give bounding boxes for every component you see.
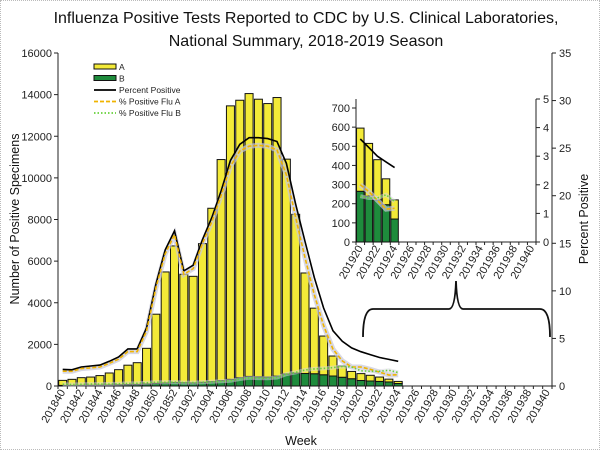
main-plot: 0200040006000800010000120001400016000051… — [21, 48, 571, 425]
main-y2-tick-label: 25 — [559, 143, 571, 155]
inset-y-tick-label: 100 — [332, 218, 350, 230]
main-y-tick-label: 16000 — [21, 48, 52, 60]
brace-annotation — [362, 280, 551, 338]
inset-bar-a — [381, 178, 391, 206]
main-bar-a — [393, 380, 403, 385]
main-y2-tick-label: 10 — [559, 286, 571, 298]
main-bar-a — [384, 378, 394, 383]
legend-label: B — [119, 74, 125, 84]
main-y-tick-label: 0 — [46, 381, 52, 393]
inset-bar-a — [356, 127, 365, 192]
main-bar-a — [319, 335, 329, 376]
main-bar-a — [375, 376, 385, 382]
main-line-pct-flu-a — [62, 144, 399, 376]
main-bar-a — [225, 105, 235, 380]
legend-label: A — [119, 62, 125, 72]
main-bar-a — [253, 98, 263, 378]
main-bar-a — [356, 373, 366, 381]
main-bar-a — [142, 347, 152, 385]
main-y2-tick-label: 20 — [559, 191, 571, 203]
legend-label: % Positive Flu B — [119, 108, 181, 118]
main-bar-a — [188, 275, 198, 384]
main-bar-b — [319, 374, 329, 387]
main-bar-a — [347, 370, 357, 380]
inset-y2-tick-label: 0 — [543, 237, 549, 249]
y-axis-label: Number of Positive Specimens — [8, 134, 22, 305]
main-bar-b — [347, 378, 357, 387]
inset-y2-tick-label: 5 — [543, 94, 549, 106]
main-y2-tick-label: 30 — [559, 96, 571, 108]
legend-swatch-0 — [93, 63, 117, 70]
main-bar-b — [291, 372, 301, 387]
main-bar-b — [375, 380, 385, 387]
inset-y-tick-label: 300 — [332, 180, 350, 192]
main-bar-a — [272, 97, 282, 377]
main-bar-b — [384, 381, 394, 387]
main-bar-b — [365, 380, 375, 387]
chart-title-line-1: Influenza Positive Tests Reported to CDC… — [54, 10, 559, 27]
inset-y-tick-label: 700 — [332, 103, 350, 115]
main-bar-a — [160, 271, 170, 384]
inset-line-pct-flu-a — [359, 184, 395, 210]
main-bar-a — [179, 273, 189, 384]
main-y-tick-label: 8000 — [28, 215, 52, 227]
main-y-tick-label: 6000 — [28, 256, 52, 268]
main-bar-a — [132, 362, 142, 385]
main-line-pct-flu-b — [62, 365, 399, 386]
main-y-tick-label: 4000 — [28, 298, 52, 310]
inset-bar-b — [356, 190, 365, 243]
legend-label: Percent Positive — [119, 85, 181, 95]
inset-y-tick-label: 500 — [332, 141, 350, 153]
inset-y2-tick-label: 1 — [543, 208, 549, 220]
legend-swatch-1 — [93, 75, 117, 81]
main-y2-tick-label: 35 — [559, 48, 571, 60]
main-y-tick-label: 12000 — [21, 131, 52, 143]
main-bar-a — [151, 313, 161, 384]
main-y2-tick-label: 0 — [559, 381, 565, 393]
main-bar-a — [300, 272, 310, 375]
inset-plot: 0100200300400500600700012345201920201922… — [332, 94, 549, 281]
inset-flu-b-interval-band — [359, 192, 396, 203]
main-bar-a — [197, 243, 207, 383]
main-bar-b — [356, 379, 366, 387]
inset-y-tick-label: 0 — [344, 237, 350, 249]
inset-y-tick-label: 400 — [332, 160, 350, 172]
main-y2-tick-label: 5 — [559, 333, 565, 345]
inset-y2-tick-label: 3 — [543, 151, 549, 163]
main-bar-a — [244, 93, 254, 377]
main-line-percent-positive — [62, 136, 399, 371]
inset-y-tick-label: 600 — [332, 122, 350, 134]
main-y2-tick-label: 15 — [559, 238, 571, 250]
main-bar-b — [309, 373, 319, 387]
x-axis-label: Week — [285, 434, 317, 448]
inset-bar-b — [390, 218, 399, 243]
main-y-tick-label: 10000 — [21, 173, 52, 185]
main-bar-b — [328, 375, 338, 387]
legend-label: % Positive Flu A — [119, 97, 181, 107]
chart-title-line-2: National Summary, 2018-2019 Season — [169, 33, 444, 50]
inset-y2-tick-label: 4 — [543, 123, 549, 135]
main-bar-a — [170, 245, 180, 383]
inset-y-tick-label: 200 — [332, 199, 350, 211]
y2-axis-label: Percent Positive — [577, 174, 591, 264]
main-bar-b — [300, 373, 310, 387]
inset-bar-a — [373, 159, 382, 201]
inset-y2-tick-label: 2 — [543, 180, 549, 192]
main-bar-b — [337, 376, 347, 387]
main-y-tick-label: 14000 — [21, 90, 52, 102]
main-y-tick-label: 2000 — [28, 339, 52, 351]
main-bar-a — [309, 307, 319, 375]
inset-line-percent-positive — [359, 138, 396, 169]
main-bar-a — [365, 374, 375, 382]
inset-bar-b — [364, 195, 374, 243]
